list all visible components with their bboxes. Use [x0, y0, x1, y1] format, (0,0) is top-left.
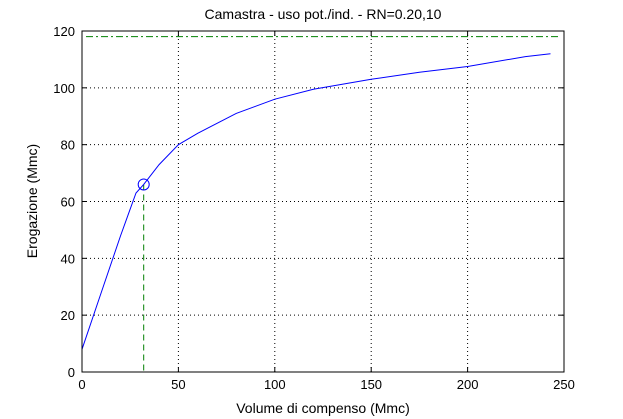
- y-tick-label: 80: [61, 138, 75, 153]
- y-tick-label: 40: [61, 251, 75, 266]
- reference-lines: [86, 36, 560, 372]
- y-tick-label: 120: [53, 24, 75, 39]
- y-axis-title: Erogazione (Mmc): [24, 144, 40, 258]
- y-tick-label: 100: [53, 81, 75, 96]
- x-tick-label: 200: [457, 377, 479, 392]
- chart-title: Camastra - uso pot./ind. - RN=0.20,10: [205, 6, 442, 22]
- series-line: [81, 53, 551, 350]
- series-group: [81, 53, 551, 350]
- x-tick-label: 100: [264, 377, 286, 392]
- ticks: 0 50 100 150 200 250 0 20 40 60 80 100 120: [53, 24, 575, 392]
- x-tick-label: 0: [78, 377, 85, 392]
- x-tick-label: 50: [171, 377, 185, 392]
- y-tick-label: 20: [61, 308, 75, 323]
- x-axis-title: Volume di compenso (Mmc): [236, 400, 410, 416]
- x-tick-label: 150: [360, 377, 382, 392]
- y-tick-label: 0: [68, 365, 75, 380]
- x-tick-label: 250: [553, 377, 575, 392]
- marker-circle: [137, 178, 150, 191]
- y-tick-label: 60: [61, 195, 75, 210]
